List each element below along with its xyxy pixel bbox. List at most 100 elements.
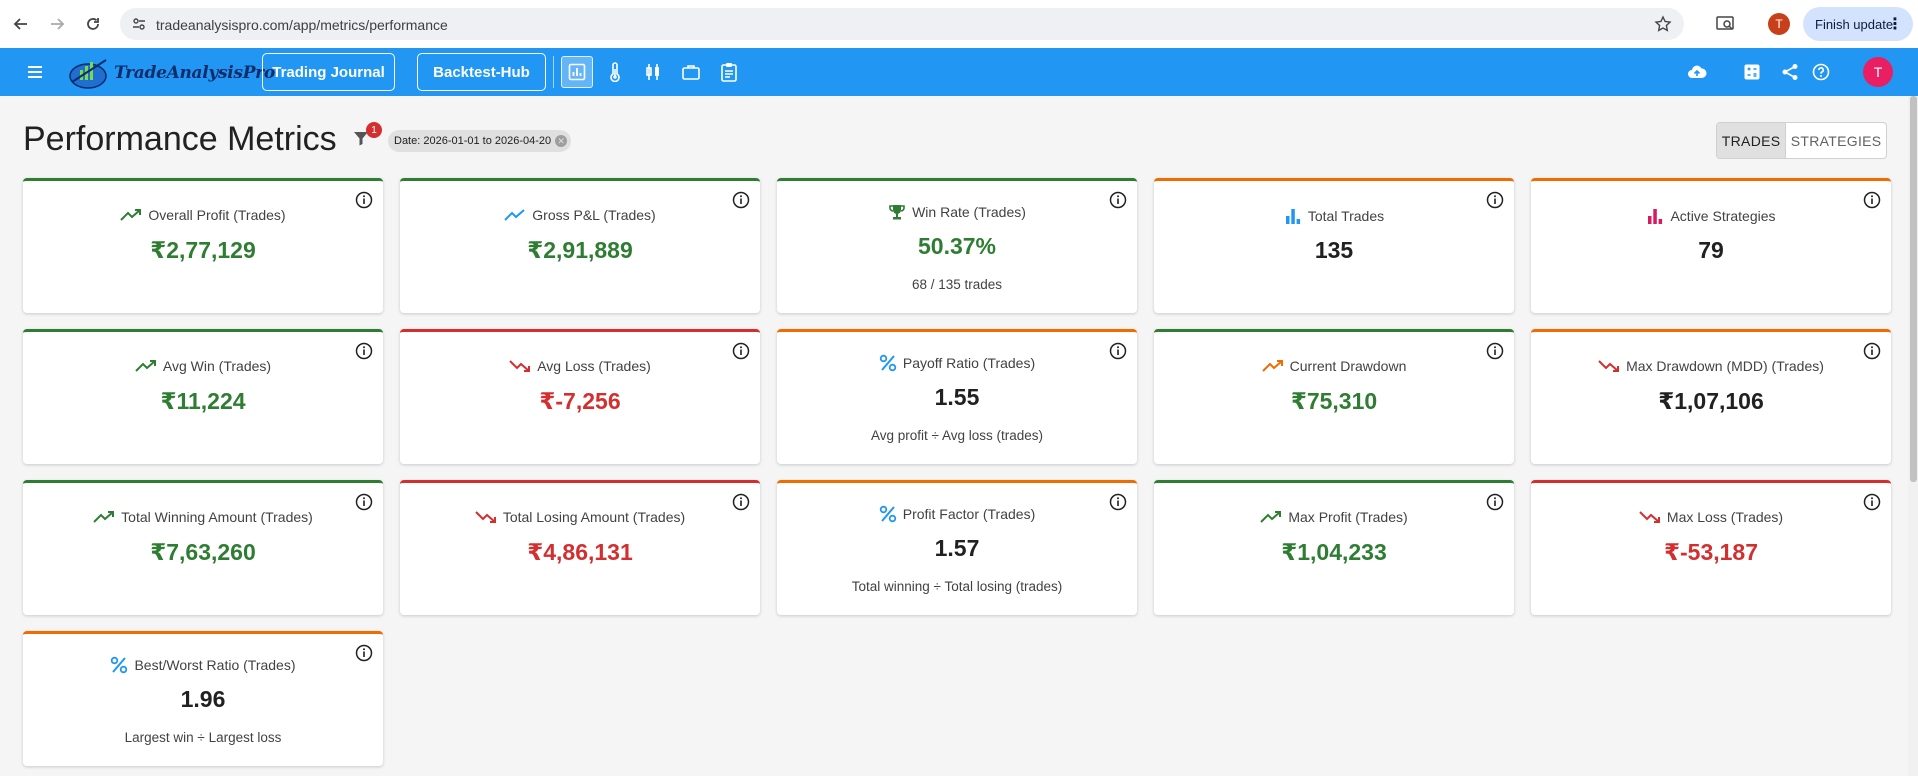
metric-card-max-profit-trades: Max Profit (Trades) ₹1,04,233	[1154, 480, 1514, 615]
info-icon[interactable]	[1486, 191, 1504, 209]
metric-card-value: ₹11,224	[160, 388, 246, 414]
filter-count-badge: 1	[366, 122, 382, 138]
toggle-trades[interactable]: TRADES	[1717, 123, 1787, 158]
info-icon[interactable]	[1109, 342, 1127, 360]
share-icon[interactable]	[1779, 61, 1801, 83]
address-bar[interactable]: tradeanalysispro.com/app/metrics/perform…	[120, 8, 1684, 40]
cloud-upload-icon[interactable]	[1686, 61, 1708, 83]
percent-icon	[110, 656, 128, 674]
metric-card-label: Max Loss (Trades)	[1666, 509, 1784, 525]
metric-card-value: ₹2,77,129	[150, 237, 256, 263]
thermometer-icon[interactable]	[599, 56, 631, 88]
backtest-hub-button[interactable]: Backtest-Hub	[417, 53, 546, 91]
metric-card-label: Win Rate (Trades)	[912, 204, 1026, 220]
metric-card-subtext: Total winning ÷ Total losing (trades)	[851, 579, 1063, 594]
briefcase-icon[interactable]	[675, 56, 707, 88]
filter-icon[interactable]	[353, 130, 369, 151]
bar-chart-pink-icon	[1646, 207, 1664, 225]
metric-card-title: Best/Worst Ratio (Trades)	[23, 656, 383, 674]
logo-text: TradeAnalysisPro	[114, 63, 275, 83]
metric-card-label: Avg Loss (Trades)	[537, 358, 651, 374]
back-arrow-icon[interactable]	[10, 13, 32, 35]
page-title: Performance Metrics	[23, 120, 337, 158]
metric-card-label: Best/Worst Ratio (Trades)	[134, 657, 296, 673]
metric-card-win-rate-trades: Win Rate (Trades) 50.37% 68 / 135 trades	[777, 178, 1137, 313]
browser-profile-avatar[interactable]: T	[1768, 13, 1790, 35]
info-icon[interactable]	[355, 191, 373, 209]
trend-up-icon	[93, 510, 115, 524]
info-icon[interactable]	[1863, 342, 1881, 360]
finish-update-button[interactable]: Finish update ⋮	[1803, 7, 1913, 41]
metric-card-gross-p-l-trades: Gross P&L (Trades) ₹2,91,889	[400, 178, 760, 313]
tab-search-icon[interactable]	[1715, 13, 1735, 38]
info-icon[interactable]	[1486, 493, 1504, 511]
trend-down-icon	[475, 510, 497, 524]
metric-card-value: 50.37%	[917, 233, 996, 259]
browser-toolbar: tradeanalysispro.com/app/metrics/perform…	[0, 0, 1918, 48]
calculator-icon[interactable]	[1741, 61, 1763, 83]
hamburger-menu-icon[interactable]	[25, 62, 45, 87]
metric-card-subtext: 68 / 135 trades	[911, 277, 1003, 292]
metric-card-label: Total Winning Amount (Trades)	[121, 509, 313, 525]
metric-card-title: Profit Factor (Trades)	[777, 505, 1137, 523]
metric-card-title: Max Drawdown (MDD) (Trades)	[1531, 358, 1891, 374]
metric-card-label: Payoff Ratio (Trades)	[902, 355, 1036, 371]
candlestick-icon[interactable]	[637, 56, 669, 88]
bookmark-star-icon[interactable]	[1654, 15, 1672, 38]
metric-card-avg-loss-trades: Avg Loss (Trades) ₹-7,256	[400, 329, 760, 464]
metric-card-value: ₹1,07,106	[1658, 388, 1764, 414]
metric-card-max-drawdown-mdd-trades: Max Drawdown (MDD) (Trades) ₹1,07,106	[1531, 329, 1891, 464]
metric-card-total-trades: Total Trades 135	[1154, 178, 1514, 313]
metric-card-title: Avg Loss (Trades)	[400, 358, 760, 374]
metric-card-total-losing-amount-trades: Total Losing Amount (Trades) ₹4,86,131	[400, 480, 760, 615]
reload-icon[interactable]	[82, 13, 104, 35]
metric-card-title: Max Loss (Trades)	[1531, 509, 1891, 525]
metric-card-payoff-ratio-trades: Payoff Ratio (Trades) 1.55 Avg profit ÷ Av…	[777, 329, 1137, 464]
header-divider	[553, 56, 554, 88]
app-logo[interactable]: TradeAnalysisPro	[66, 54, 275, 90]
toggle-strategies[interactable]: STRATEGIES	[1790, 132, 1882, 149]
metrics-chart-icon[interactable]	[561, 56, 593, 88]
info-icon[interactable]	[1486, 342, 1504, 360]
trend-up-icon	[120, 208, 142, 222]
info-icon[interactable]	[732, 191, 750, 209]
metric-card-label: Active Strategies	[1670, 208, 1776, 224]
metric-card-label: Total Trades	[1307, 208, 1385, 224]
metric-card-profit-factor-trades: Profit Factor (Trades) 1.57 Total winning …	[777, 480, 1137, 615]
metric-card-label: Gross P&L (Trades)	[532, 207, 656, 223]
page-scrollbar-thumb[interactable]	[1910, 96, 1917, 482]
metric-card-best-worst-ratio-trades: Best/Worst Ratio (Trades) 1.96 Largest win…	[23, 631, 383, 766]
metric-card-title: Current Drawdown	[1154, 358, 1514, 374]
metric-card-max-loss-trades: Max Loss (Trades) ₹-53,187	[1531, 480, 1891, 615]
user-avatar[interactable]: T	[1863, 57, 1893, 87]
trading-journal-button[interactable]: Trading Journal	[262, 53, 395, 91]
trend-up-orange-icon	[1261, 359, 1284, 373]
info-icon[interactable]	[355, 493, 373, 511]
site-info-icon[interactable]	[132, 17, 146, 36]
metric-card-label: Overall Profit (Trades)	[148, 207, 286, 223]
trend-up-blue-icon	[504, 208, 526, 222]
metric-card-title: Avg Win (Trades)	[23, 358, 383, 374]
info-icon[interactable]	[732, 493, 750, 511]
info-icon[interactable]	[355, 644, 373, 662]
metric-card-title: Max Profit (Trades)	[1154, 509, 1514, 525]
url-text: tradeanalysispro.com/app/metrics/perform…	[156, 17, 448, 33]
trend-up-icon	[1260, 510, 1282, 524]
info-icon[interactable]	[1863, 493, 1881, 511]
metric-card-title: Total Losing Amount (Trades)	[400, 509, 760, 525]
chip-remove-icon[interactable]: ✕	[555, 135, 568, 147]
info-icon[interactable]	[1863, 191, 1881, 209]
help-icon[interactable]	[1810, 61, 1832, 83]
info-icon[interactable]	[732, 342, 750, 360]
metric-card-value: 79	[1698, 237, 1724, 263]
metric-card-label: Max Profit (Trades)	[1288, 509, 1408, 525]
bar-chart-icon	[1284, 207, 1302, 225]
metric-card-title: Total Winning Amount (Trades)	[23, 509, 383, 525]
clipboard-icon[interactable]	[713, 56, 745, 88]
info-icon[interactable]	[1109, 191, 1127, 209]
date-filter-chip[interactable]: Date: 2026-01-01 to 2026-04-20 ✕	[388, 130, 572, 152]
info-icon[interactable]	[1109, 493, 1127, 511]
info-icon[interactable]	[355, 342, 373, 360]
forward-arrow-icon[interactable]	[46, 13, 68, 35]
trend-up-icon	[135, 359, 157, 373]
